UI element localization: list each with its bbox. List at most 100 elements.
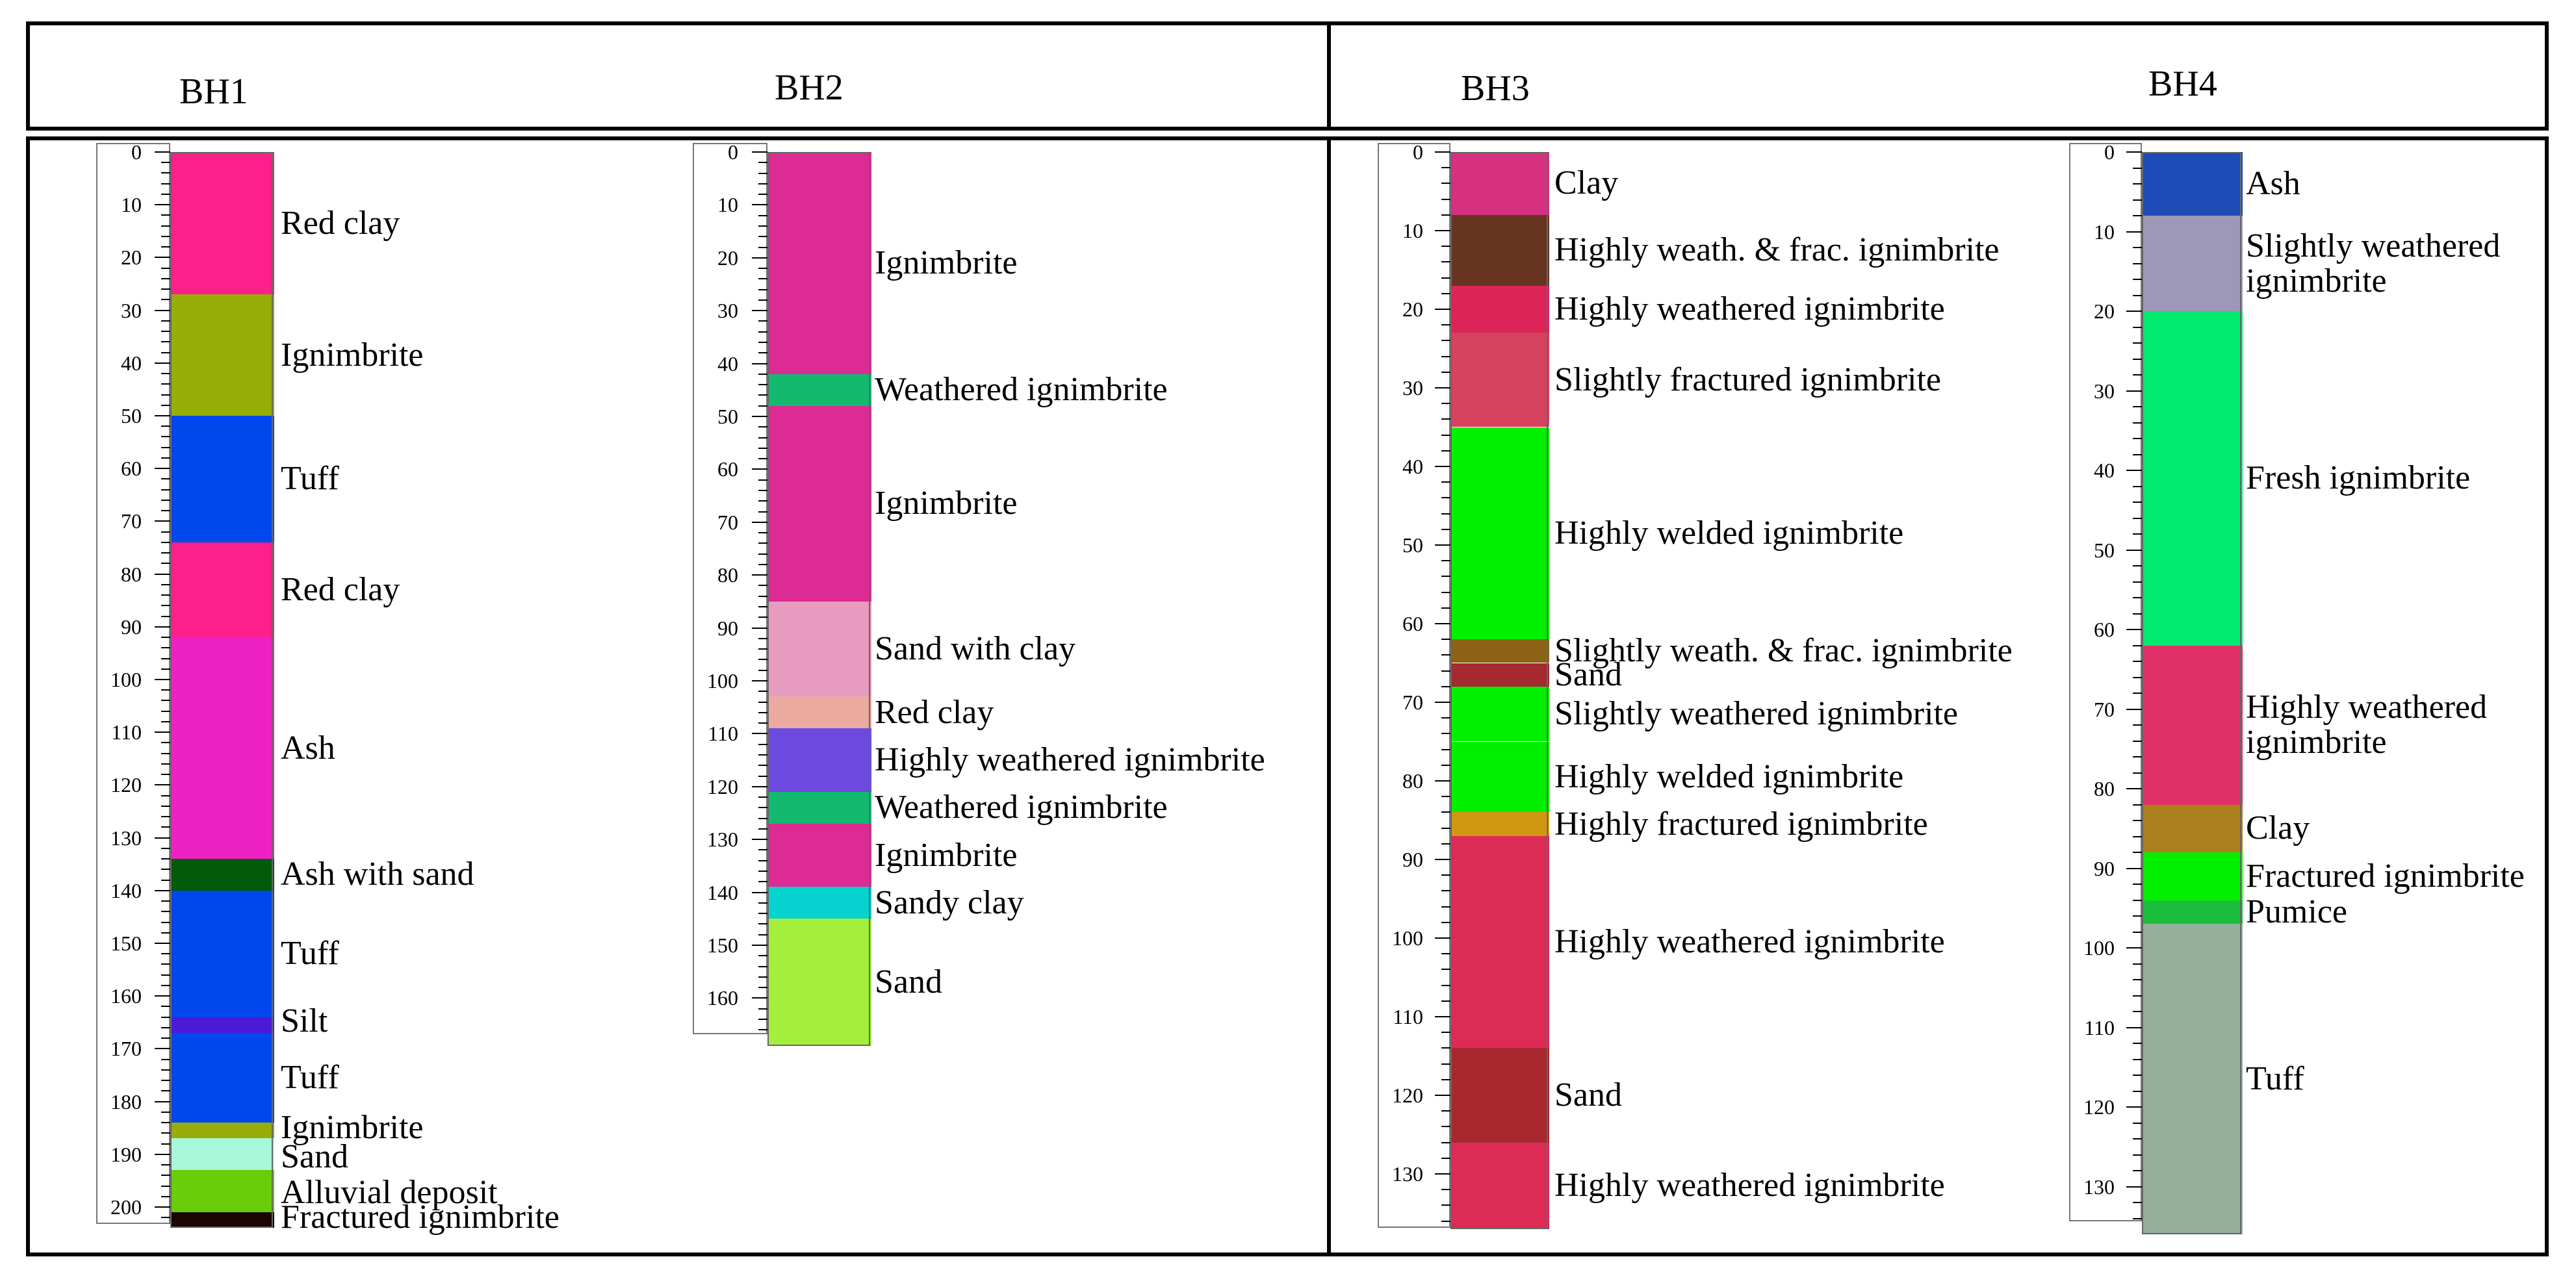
major-tick bbox=[1435, 309, 1450, 310]
major-tick bbox=[155, 151, 170, 153]
layer-band bbox=[170, 1123, 274, 1139]
minor-tick bbox=[1441, 717, 1450, 719]
bh2-title: BH2 bbox=[775, 68, 844, 108]
depth-tick-label: 20 bbox=[1402, 298, 1423, 321]
minor-tick bbox=[161, 763, 170, 765]
minor-tick bbox=[758, 342, 767, 344]
layer-name-line: Sand with clay bbox=[875, 630, 1076, 668]
major-tick bbox=[752, 310, 767, 312]
major-tick bbox=[155, 309, 170, 311]
minor-tick bbox=[758, 1029, 767, 1031]
depth-tick-label: 0 bbox=[728, 140, 738, 164]
minor-tick bbox=[758, 236, 767, 238]
minor-tick bbox=[161, 858, 170, 860]
minor-tick bbox=[1441, 450, 1450, 452]
minor-tick bbox=[161, 637, 170, 639]
depth-tick-label: 150 bbox=[110, 932, 142, 955]
minor-tick bbox=[2133, 1122, 2142, 1124]
minor-tick bbox=[2133, 1090, 2142, 1092]
minor-tick bbox=[161, 225, 170, 227]
minor-tick bbox=[1441, 906, 1450, 908]
minor-tick bbox=[161, 267, 170, 269]
depth-tick-label: 30 bbox=[717, 299, 738, 323]
depth-tick-label: 120 bbox=[110, 773, 142, 797]
minor-tick bbox=[161, 1006, 170, 1008]
layer-name-line: Ignimbrite bbox=[281, 336, 424, 374]
layer-name-line: Alluvial deposit bbox=[281, 1173, 498, 1211]
minor-tick bbox=[1441, 811, 1450, 813]
major-tick bbox=[2126, 867, 2142, 869]
minor-tick bbox=[758, 828, 767, 830]
minor-tick bbox=[2133, 422, 2142, 424]
major-tick bbox=[2126, 390, 2142, 392]
minor-tick bbox=[758, 532, 767, 534]
major-tick bbox=[752, 468, 767, 470]
minor-tick bbox=[758, 437, 767, 439]
minor-tick bbox=[2133, 931, 2142, 933]
minor-tick bbox=[2133, 852, 2142, 853]
layer-name: Slightly fractured ignimbrite bbox=[1554, 361, 1941, 398]
layer-band bbox=[1450, 285, 1549, 333]
minor-tick bbox=[1441, 340, 1450, 342]
depth-tick-label: 110 bbox=[111, 720, 142, 744]
minor-tick bbox=[1441, 277, 1450, 279]
layer-name: Ignimbrite bbox=[875, 486, 1018, 521]
minor-tick bbox=[161, 436, 170, 438]
minor-tick bbox=[2133, 693, 2142, 694]
major-tick bbox=[752, 363, 767, 364]
minor-tick bbox=[1441, 1047, 1450, 1049]
minor-tick bbox=[2133, 406, 2142, 407]
major-tick bbox=[752, 945, 767, 946]
minor-tick bbox=[2133, 724, 2142, 726]
minor-tick bbox=[758, 299, 767, 301]
major-tick bbox=[752, 891, 767, 893]
minor-tick bbox=[2133, 517, 2142, 519]
minor-tick bbox=[758, 934, 767, 935]
layer-name-line: Highly weathered ignimbrite bbox=[1554, 923, 1945, 961]
minor-tick bbox=[758, 1008, 767, 1010]
layer-name: Alluvial deposit bbox=[281, 1175, 498, 1210]
major-tick bbox=[1435, 387, 1450, 388]
major-tick bbox=[1435, 230, 1450, 231]
major-tick bbox=[752, 785, 767, 787]
minor-tick bbox=[161, 1058, 170, 1060]
depth-tick-label: 50 bbox=[121, 404, 142, 427]
layer-name: Sand with clay bbox=[875, 631, 1075, 667]
major-tick bbox=[155, 257, 170, 259]
minor-tick bbox=[2133, 597, 2142, 598]
minor-tick bbox=[758, 172, 767, 174]
column-outline bbox=[170, 152, 273, 1228]
minor-tick bbox=[758, 955, 767, 957]
layer-band bbox=[170, 152, 274, 295]
layer-name-line: Ignimbrite bbox=[875, 836, 1018, 874]
layer-name: Pumice bbox=[2246, 894, 2347, 930]
minor-tick bbox=[758, 225, 767, 227]
major-tick bbox=[1435, 1016, 1450, 1017]
bh4-title: BH4 bbox=[2148, 64, 2217, 104]
major-tick bbox=[155, 415, 170, 416]
major-tick bbox=[1435, 1173, 1450, 1175]
minor-tick bbox=[1441, 513, 1450, 515]
layer-name-line: Clay bbox=[1554, 164, 1619, 202]
layer-name: Sand bbox=[875, 964, 942, 1000]
layer-band bbox=[767, 887, 871, 919]
layer-band bbox=[1450, 152, 1549, 215]
minor-tick bbox=[1441, 1141, 1450, 1143]
minor-tick bbox=[1441, 639, 1450, 641]
layer-band bbox=[2142, 852, 2243, 900]
minor-tick bbox=[758, 754, 767, 756]
minor-tick bbox=[2133, 326, 2142, 328]
minor-tick bbox=[161, 816, 170, 818]
depth-tick-label: 80 bbox=[121, 562, 142, 586]
layer-band bbox=[1450, 663, 1549, 687]
minor-tick bbox=[2133, 167, 2142, 169]
layer-name-line: Slightly fractured ignimbrite bbox=[1554, 361, 1941, 398]
minor-tick bbox=[161, 478, 170, 480]
minor-tick bbox=[161, 911, 170, 913]
minor-tick bbox=[161, 921, 170, 923]
depth-tick-label: 110 bbox=[708, 722, 738, 746]
layer-band bbox=[170, 416, 274, 542]
minor-tick bbox=[161, 869, 170, 871]
major-tick bbox=[1435, 623, 1450, 624]
depth-tick-label: 90 bbox=[121, 615, 142, 639]
